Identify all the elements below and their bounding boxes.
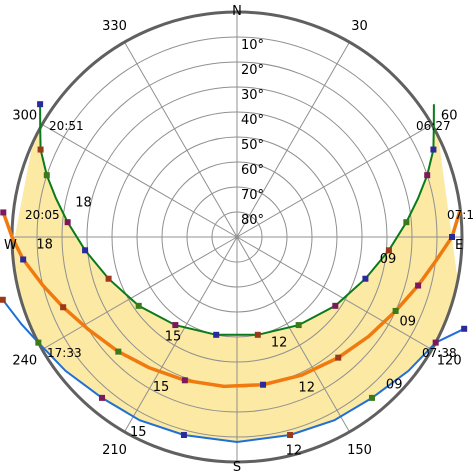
- sun-marker-equinox: [20, 256, 27, 263]
- hour-label-equinox: 15: [153, 380, 170, 395]
- altitude-label: 60°: [241, 163, 264, 178]
- sunrise-label-equinox: 07:12: [447, 208, 474, 222]
- sun-marker-summer: [430, 146, 437, 153]
- hour-label-winter: 15: [130, 425, 147, 440]
- hour-label-equinox: 18: [36, 238, 53, 253]
- hour-label-summer: 09: [380, 252, 397, 267]
- hour-label-summer: 18: [75, 196, 92, 211]
- direction-label-e: E: [455, 238, 463, 253]
- sun-marker-equinox: [392, 307, 399, 314]
- azimuth-label: 330: [102, 19, 127, 34]
- sun-path-winter: [2, 299, 465, 444]
- hour-label-equinox: 09: [400, 314, 417, 329]
- altitude-label: 30°: [241, 88, 264, 103]
- sun-marker-winter: [287, 432, 294, 439]
- azimuth-label: 150: [347, 443, 372, 458]
- azimuth-label: 210: [102, 443, 127, 458]
- azimuth-spoke: [124, 236, 238, 433]
- sun-marker-summer: [105, 275, 112, 282]
- direction-label-w: W: [4, 238, 17, 253]
- sun-marker-summer: [362, 275, 369, 282]
- azimuth-label: 300: [12, 109, 37, 124]
- sun-marker-summer: [37, 101, 44, 108]
- daylight-fill: [12, 104, 462, 442]
- sun-marker-summer: [403, 219, 410, 226]
- azimuth-spoke: [236, 41, 350, 238]
- direction-label-n: N: [232, 4, 242, 19]
- daylight-region: [12, 104, 462, 442]
- azimuth-spoke: [41, 124, 238, 238]
- azimuth-spoke: [236, 236, 433, 350]
- azimuth-spoke: [41, 236, 238, 350]
- sun-marker-summer: [213, 331, 220, 338]
- sun-marker-equinox: [260, 381, 267, 388]
- azimuth-label: 120: [437, 354, 462, 369]
- altitude-label: 50°: [241, 138, 264, 153]
- sun-path-summer: [39, 104, 435, 336]
- sunset-label-winter: 17:33: [47, 346, 82, 360]
- sun-marker-summer: [64, 219, 71, 226]
- direction-label-s: S: [233, 460, 241, 474]
- sun-marker-summer: [332, 302, 339, 309]
- hour-label-winter: 09: [386, 378, 403, 393]
- altitude-label: 40°: [241, 113, 264, 128]
- sun-marker-summer: [424, 172, 431, 179]
- hour-label-summer: 12: [271, 335, 288, 350]
- sun-marker-summer: [82, 247, 89, 254]
- hour-label-summer: 15: [165, 330, 182, 345]
- sun-marker-equinox: [415, 282, 422, 289]
- sunrise-label-winter: 07:38: [422, 346, 457, 360]
- sun-marker-winter: [180, 432, 187, 439]
- azimuth-label: 60: [441, 109, 458, 124]
- sun-marker-equinox: [181, 377, 188, 384]
- sun-marker-winter: [461, 325, 468, 332]
- sun-marker-winter: [0, 296, 6, 303]
- sun-marker-equinox: [335, 354, 342, 361]
- sun-marker-winter: [99, 394, 106, 401]
- azimuth-spoke: [236, 236, 350, 433]
- sun-marker-winter: [368, 394, 375, 401]
- sunset-label-summer: 20:51: [49, 119, 84, 133]
- sun-marker-summer: [135, 302, 142, 309]
- sun-marker-summer: [254, 331, 261, 338]
- sun-marker-summer: [385, 247, 392, 254]
- polar-grid: [10, 10, 464, 464]
- azimuth-spoke: [236, 124, 433, 238]
- azimuth-label: 30: [351, 19, 368, 34]
- altitude-label: 10°: [241, 38, 264, 53]
- sun-marker-equinox: [0, 209, 7, 216]
- altitude-label: 70°: [241, 188, 264, 203]
- sun-marker-winter: [35, 339, 42, 346]
- azimuth-spoke: [124, 41, 238, 238]
- sunrise-label-summer: 06:27: [416, 119, 451, 133]
- hour-label-winter: 12: [286, 444, 303, 459]
- sun-paths: [0, 101, 468, 444]
- sunset-label-equinox: 20:05: [25, 208, 60, 222]
- altitude-label: 80°: [241, 213, 264, 228]
- sun-marker-equinox: [115, 348, 122, 355]
- sun-marker-winter: [432, 339, 439, 346]
- altitude-label: 20°: [241, 63, 264, 78]
- hour-label-equinox: 12: [298, 381, 315, 396]
- sun-marker-summer: [295, 322, 302, 329]
- sun-marker-summer: [37, 146, 44, 153]
- chart-labels: N E S W 30 60 120 150 210 240 300 330 10° 20° 30°…: [4, 4, 474, 474]
- sun-marker-summer: [172, 322, 179, 329]
- sun-marker-summer: [43, 172, 50, 179]
- sun-marker-equinox: [60, 304, 67, 311]
- azimuth-label: 240: [12, 354, 37, 369]
- sun-marker-equinox: [449, 234, 455, 240]
